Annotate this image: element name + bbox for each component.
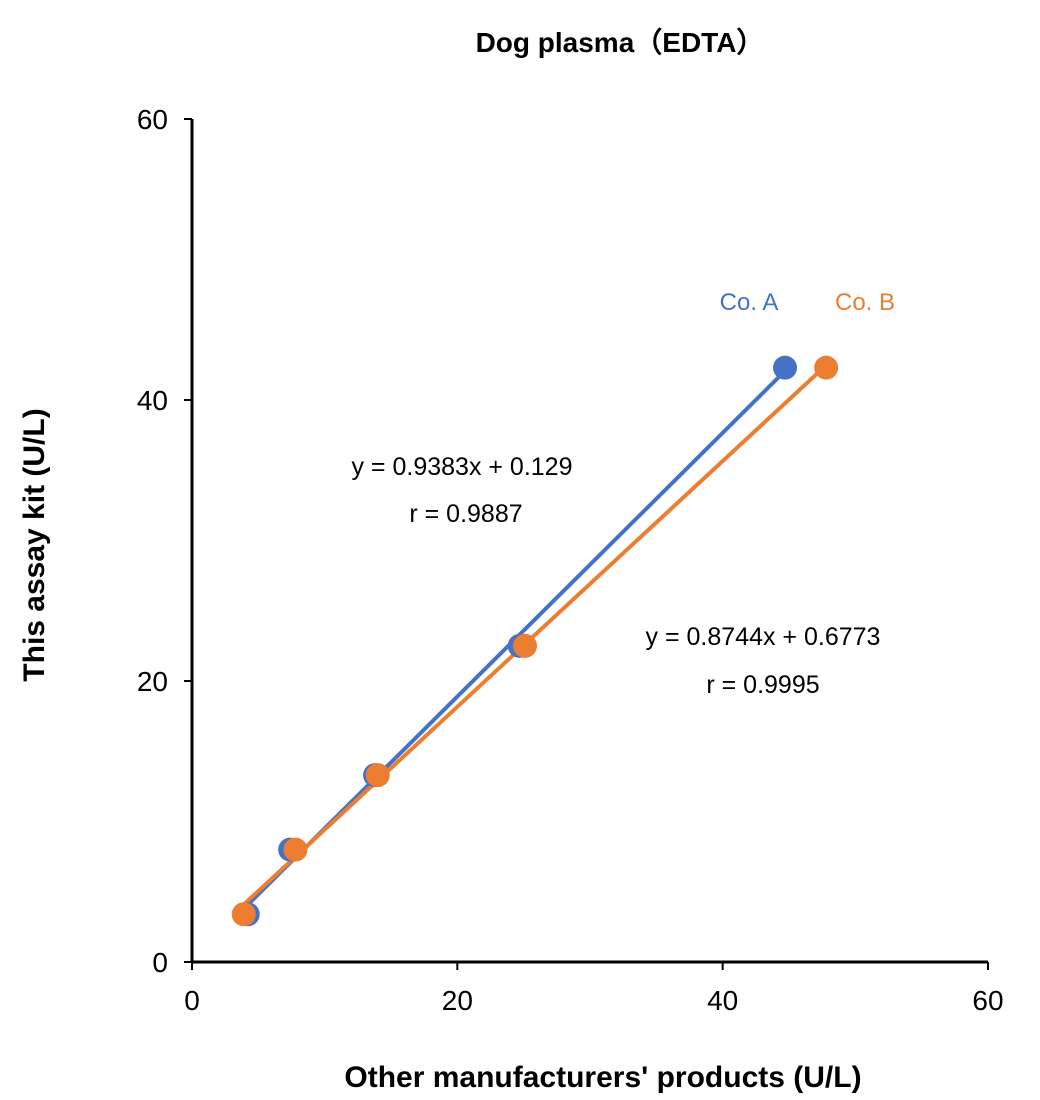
data-point-co-a	[773, 355, 798, 380]
data-point-co-b	[231, 902, 256, 927]
data-point-co-b	[365, 763, 390, 788]
legend-label-co-b: Co. B	[835, 289, 895, 316]
x-tick-label: 60	[972, 985, 1003, 1016]
x-tick-label: 20	[442, 985, 473, 1016]
axes	[190, 119, 988, 964]
r-value-co-b: r = 0.9995	[706, 671, 819, 699]
data-point-co-b	[814, 355, 839, 380]
x-axis-label: Other manufacturers' products (U/L)	[344, 1061, 861, 1094]
y-tick-label: 40	[137, 385, 168, 416]
legend-label-co-a: Co. A	[720, 289, 779, 316]
chart-title: Dog plasma（EDTA）	[476, 26, 765, 58]
r-value-co-a: r = 0.9887	[409, 500, 522, 528]
data-point-co-b	[512, 633, 537, 658]
equation-co-b: y = 0.8744x + 0.6773	[646, 623, 881, 651]
data-point-co-b	[283, 837, 308, 862]
y-tick-label: 60	[137, 104, 168, 135]
x-tick-label: 0	[184, 985, 200, 1016]
y-axis-label: This assay kit (U/L)	[18, 408, 51, 681]
equation-co-a: y = 0.9383x + 0.129	[351, 453, 572, 481]
x-tick-label: 40	[707, 985, 738, 1016]
y-tick-label: 0	[152, 947, 168, 978]
trendline-co-b	[242, 363, 828, 907]
y-tick-label: 20	[137, 666, 168, 697]
